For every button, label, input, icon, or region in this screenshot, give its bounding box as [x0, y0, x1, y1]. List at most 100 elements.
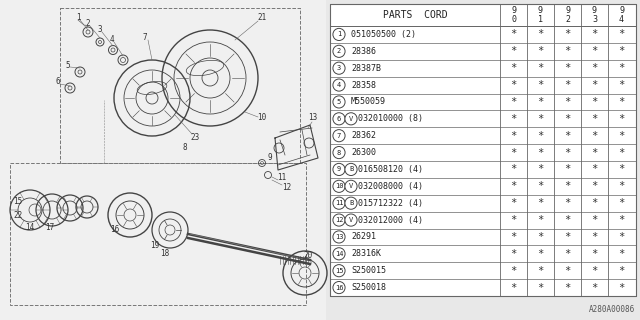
Circle shape — [333, 164, 345, 175]
Text: *: * — [591, 215, 598, 225]
Text: *: * — [538, 198, 543, 208]
Circle shape — [333, 96, 345, 108]
Text: 10: 10 — [257, 114, 267, 123]
Text: B: B — [349, 166, 353, 172]
Text: *: * — [591, 164, 598, 174]
Circle shape — [333, 248, 345, 260]
Circle shape — [345, 197, 357, 209]
Text: *: * — [538, 29, 543, 39]
Text: *: * — [591, 131, 598, 141]
Text: M550059: M550059 — [351, 97, 386, 107]
Text: *: * — [538, 148, 543, 157]
Circle shape — [333, 113, 345, 125]
Text: *: * — [538, 232, 543, 242]
Text: 9
1: 9 1 — [538, 6, 543, 24]
Text: *: * — [618, 181, 625, 191]
Text: 17: 17 — [45, 223, 54, 233]
Circle shape — [333, 130, 345, 142]
Text: *: * — [618, 232, 625, 242]
Text: *: * — [591, 283, 598, 292]
Text: *: * — [618, 148, 625, 157]
Text: *: * — [618, 97, 625, 107]
Text: 6: 6 — [337, 116, 341, 122]
Text: *: * — [618, 114, 625, 124]
Circle shape — [333, 62, 345, 74]
Text: *: * — [591, 29, 598, 39]
Text: 2: 2 — [86, 20, 90, 28]
Text: 2: 2 — [337, 48, 341, 54]
Text: *: * — [564, 148, 571, 157]
Circle shape — [345, 164, 357, 175]
Text: *: * — [510, 232, 516, 242]
Text: *: * — [591, 63, 598, 73]
Text: 9: 9 — [268, 154, 272, 163]
Text: S250015: S250015 — [351, 266, 386, 275]
Text: 13: 13 — [335, 234, 343, 240]
Text: *: * — [591, 97, 598, 107]
Text: 4: 4 — [337, 82, 341, 88]
Text: 10: 10 — [335, 183, 343, 189]
Text: *: * — [564, 198, 571, 208]
Text: *: * — [538, 46, 543, 56]
Text: *: * — [591, 148, 598, 157]
Text: *: * — [618, 249, 625, 259]
Text: 7: 7 — [143, 34, 147, 43]
Text: *: * — [538, 164, 543, 174]
Text: PARTS  CORD: PARTS CORD — [383, 10, 447, 20]
Text: B: B — [349, 200, 353, 206]
Text: *: * — [564, 46, 571, 56]
Text: *: * — [538, 114, 543, 124]
Circle shape — [333, 197, 345, 209]
Text: 28386: 28386 — [351, 47, 376, 56]
Text: 15: 15 — [13, 197, 22, 206]
Text: *: * — [618, 29, 625, 39]
Text: *: * — [591, 266, 598, 276]
Text: *: * — [564, 114, 571, 124]
Text: *: * — [564, 249, 571, 259]
Text: V: V — [349, 183, 353, 189]
Circle shape — [345, 214, 357, 226]
Text: 16: 16 — [110, 226, 120, 235]
Text: 18: 18 — [161, 249, 170, 258]
Text: V: V — [349, 116, 353, 122]
Text: 13: 13 — [308, 114, 317, 123]
Text: *: * — [618, 131, 625, 141]
Text: 032012000 (4): 032012000 (4) — [358, 216, 423, 225]
Text: *: * — [564, 283, 571, 292]
Text: 015712322 (4): 015712322 (4) — [358, 199, 423, 208]
Text: *: * — [510, 131, 516, 141]
Text: 032008000 (4): 032008000 (4) — [358, 182, 423, 191]
Circle shape — [333, 180, 345, 192]
Circle shape — [333, 45, 345, 57]
Text: 9
3: 9 3 — [592, 6, 597, 24]
Text: S250018: S250018 — [351, 283, 386, 292]
Text: *: * — [538, 266, 543, 276]
Text: *: * — [564, 29, 571, 39]
Bar — [0, 0, 326, 320]
Text: 28387B: 28387B — [351, 64, 381, 73]
Text: 12: 12 — [335, 217, 343, 223]
Text: *: * — [510, 198, 516, 208]
Text: 16: 16 — [335, 284, 343, 291]
Text: *: * — [510, 80, 516, 90]
Bar — [330, 4, 636, 296]
Circle shape — [333, 28, 345, 41]
Text: 5: 5 — [337, 99, 341, 105]
Text: 051050500 (2): 051050500 (2) — [351, 30, 416, 39]
Text: *: * — [510, 266, 516, 276]
Text: 11: 11 — [335, 200, 343, 206]
Text: *: * — [538, 215, 543, 225]
Text: 4: 4 — [109, 36, 115, 44]
Text: *: * — [618, 266, 625, 276]
Text: 15: 15 — [335, 268, 343, 274]
Text: 19: 19 — [150, 242, 159, 251]
Text: *: * — [564, 181, 571, 191]
Circle shape — [345, 113, 357, 125]
Text: 1: 1 — [337, 31, 341, 37]
Circle shape — [333, 265, 345, 277]
Text: 8: 8 — [337, 149, 341, 156]
Circle shape — [345, 180, 357, 192]
Text: *: * — [510, 97, 516, 107]
Text: *: * — [564, 131, 571, 141]
Text: 28358: 28358 — [351, 81, 376, 90]
